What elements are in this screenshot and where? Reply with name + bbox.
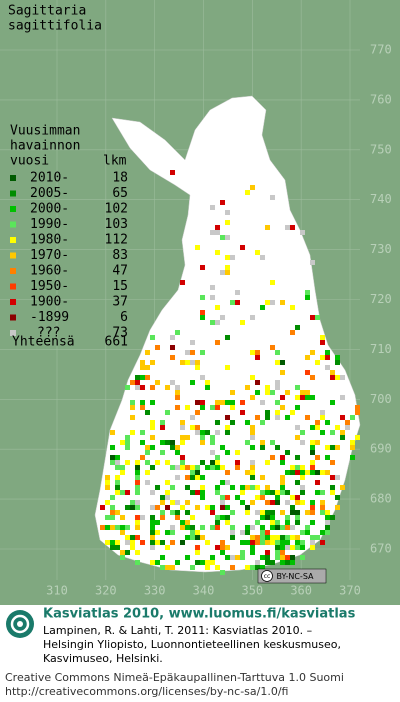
legend-swatch [10, 268, 16, 274]
legend-label: 2000- [30, 202, 69, 217]
legend-total-label: Yhteensä [12, 335, 75, 350]
footer-citation: Lampinen, R. & Lahti, T. 2011: Kasviatla… [43, 624, 312, 637]
footer-license: Creative Commons Nimeä-Epäkaupallinen-Ta… [5, 671, 344, 684]
y-grid-label: 700 [370, 392, 392, 406]
legend-label: 1960- [30, 264, 69, 279]
legend-count: 103 [105, 217, 128, 232]
legend-swatch [10, 299, 16, 305]
x-grid-label: 370 [339, 584, 361, 598]
map-title: Sagittaria [8, 4, 86, 19]
x-grid-label: 350 [241, 584, 263, 598]
legend-count: 112 [105, 233, 128, 248]
legend-swatch [10, 330, 16, 336]
legend-count: 37 [112, 295, 128, 310]
legend-label: 1900- [30, 295, 69, 310]
x-grid-label: 330 [144, 584, 166, 598]
legend-swatch [10, 283, 16, 290]
footer-citation: Kasvimuseo, Helsinki. [43, 652, 163, 665]
legend-count: 47 [112, 264, 128, 279]
y-grid-label: 730 [370, 242, 392, 256]
legend-total: 661 [105, 335, 128, 350]
legend-heading: vuosi [10, 154, 49, 169]
legend-label: 2005- [30, 186, 69, 201]
legend-count: 15 [112, 279, 128, 294]
legend-count: 6 [120, 310, 128, 325]
legend-label: 1980- [30, 233, 69, 248]
legend-swatch [10, 206, 16, 212]
y-grid-label: 720 [370, 292, 392, 306]
legend-swatch [10, 221, 16, 228]
y-grid-label: 770 [370, 43, 392, 57]
svg-text:cc: cc [264, 573, 271, 580]
legend-swatch [10, 314, 16, 321]
legend-swatch [10, 252, 16, 259]
legend-label: -1899 [30, 310, 69, 325]
footer-citation: Helsingin Yliopisto, Luonnontieteellinen… [43, 638, 341, 651]
footer-license: http://creativecommons.org/licenses/by-n… [5, 685, 288, 698]
x-grid-label: 340 [193, 584, 215, 598]
y-grid-label: 760 [370, 92, 392, 106]
legend-label: 2010- [30, 171, 69, 186]
legend-swatch [10, 237, 16, 243]
y-grid-label: 750 [370, 142, 392, 156]
legend-count: 83 [112, 248, 128, 263]
y-grid-label: 740 [370, 192, 392, 206]
footer-title: Kasviatlas 2010, www.luomus.fi/kasviatla… [43, 607, 356, 622]
legend-label: 1950- [30, 279, 69, 294]
legend-count-heading: lkm [103, 154, 127, 169]
logo [6, 610, 34, 638]
legend-count: 18 [112, 171, 128, 186]
legend-heading: havainnon [10, 139, 80, 154]
legend-label: 1970- [30, 248, 69, 263]
legend-label: 1990- [30, 217, 69, 232]
y-grid-label: 680 [370, 492, 392, 506]
y-grid-label: 690 [370, 442, 392, 456]
license-badge-text: BY-NC-SA [276, 572, 314, 581]
map-title: sagittifolia [8, 19, 102, 34]
legend-heading: Vuusimman [10, 124, 80, 139]
y-grid-label: 710 [370, 342, 392, 356]
observation-squares [100, 170, 360, 575]
legend-count: 65 [112, 186, 128, 201]
legend-swatch [10, 175, 16, 181]
x-grid-label: 360 [290, 584, 312, 598]
legend-swatch [10, 190, 16, 197]
y-grid-label: 670 [370, 542, 392, 556]
legend-count: 102 [105, 202, 128, 217]
legend-count: 73 [112, 326, 128, 341]
legend-label: ??? [37, 326, 60, 341]
license-badge: cc BY-NC-SA [257, 568, 327, 584]
x-grid-label: 320 [95, 584, 117, 598]
x-grid-label: 310 [46, 584, 68, 598]
